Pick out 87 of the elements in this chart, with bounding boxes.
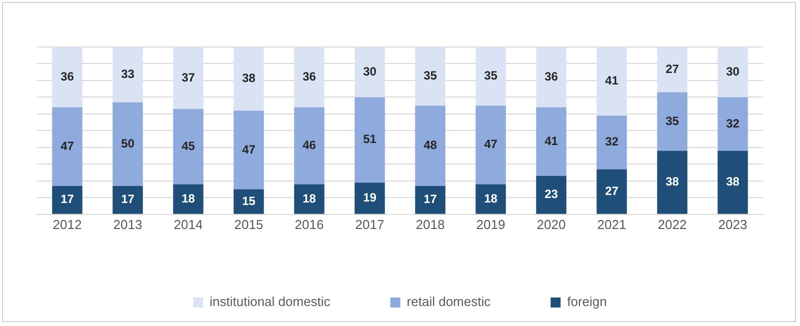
bar: [536, 107, 566, 176]
bar: [354, 182, 385, 214]
data-label: 19: [363, 190, 377, 205]
bar: [536, 176, 566, 214]
bar: [234, 47, 264, 111]
x-tick-label: 2020: [536, 216, 566, 232]
x-tick-label: 2021: [597, 216, 626, 232]
bar: [476, 184, 506, 214]
data-label: 35: [484, 68, 498, 83]
bar: [657, 47, 688, 92]
data-label: 32: [726, 116, 740, 130]
bar: [596, 169, 627, 214]
legend-label: institutional domestic: [210, 294, 331, 310]
bar: [173, 47, 204, 109]
data-label: 48: [424, 138, 438, 152]
data-label: 15: [242, 194, 256, 208]
data-label: 27: [605, 184, 619, 198]
bar: [52, 47, 82, 108]
x-tick-label: 2013: [113, 216, 142, 232]
bar: [354, 47, 385, 98]
x-tick-label: 2012: [52, 216, 82, 232]
data-label: 18: [182, 191, 196, 206]
bar: [657, 92, 688, 151]
data-label: 23: [544, 187, 558, 202]
data-label: 41: [544, 134, 558, 148]
data-label: 45: [182, 138, 196, 153]
data-label: 36: [60, 69, 74, 84]
data-label: 46: [302, 138, 316, 152]
bar: [718, 97, 748, 151]
x-tick-label: 2018: [416, 216, 445, 232]
data-label: 38: [666, 174, 680, 189]
legend-label: foreign: [567, 294, 607, 310]
data-label: 50: [121, 136, 135, 150]
data-label: 30: [726, 64, 740, 78]
bar: [415, 106, 446, 186]
bar: [112, 102, 143, 186]
bar: [234, 110, 264, 190]
bar: [173, 184, 204, 214]
bar: [112, 186, 143, 214]
data-label: 47: [60, 138, 74, 153]
bar: [536, 47, 566, 108]
bar: [596, 116, 627, 170]
data-label: 41: [605, 74, 619, 88]
x-tick-label: 2016: [294, 216, 324, 232]
x-tick-label: 2014: [174, 216, 203, 232]
bar: [476, 106, 506, 184]
bar: [354, 97, 385, 183]
bar: [112, 47, 143, 102]
bar: [294, 47, 324, 108]
bar: [52, 107, 82, 186]
data-label: 30: [363, 64, 377, 78]
data-label: 18: [302, 191, 316, 206]
bar: [718, 47, 748, 98]
x-tick-label: 2023: [718, 216, 748, 232]
data-label: 27: [666, 62, 680, 76]
data-label: 36: [544, 69, 558, 84]
x-tick-label: 2019: [476, 216, 506, 232]
bar: [596, 47, 627, 116]
bar: [294, 107, 324, 184]
bar: [173, 108, 204, 184]
legend-label: retail domestic: [406, 294, 492, 310]
data-label: 51: [363, 132, 377, 146]
bar: [415, 47, 446, 106]
bar: [52, 186, 82, 214]
x-tick-label: 2022: [658, 216, 687, 232]
data-label: 17: [121, 192, 135, 206]
data-label: 32: [605, 134, 619, 149]
data-label: 17: [60, 192, 74, 206]
bar: [415, 186, 446, 214]
x-tick-label: 2017: [355, 216, 384, 232]
data-label: 35: [424, 68, 438, 83]
bar: [657, 150, 688, 214]
data-label: 47: [242, 142, 256, 156]
bar: [476, 47, 506, 106]
data-label: 38: [242, 71, 256, 86]
bar: [294, 184, 324, 214]
data-label: 47: [484, 137, 498, 152]
data-label: 38: [726, 174, 740, 189]
data-label: 18: [484, 191, 498, 206]
data-label: 33: [121, 66, 135, 81]
bar: [234, 189, 264, 214]
data-label: 35: [666, 114, 680, 128]
data-label: 37: [182, 70, 196, 84]
x-tick-label: 2015: [234, 216, 264, 232]
data-label: 36: [302, 69, 316, 84]
data-label: 17: [424, 192, 438, 206]
bar: [718, 150, 748, 214]
